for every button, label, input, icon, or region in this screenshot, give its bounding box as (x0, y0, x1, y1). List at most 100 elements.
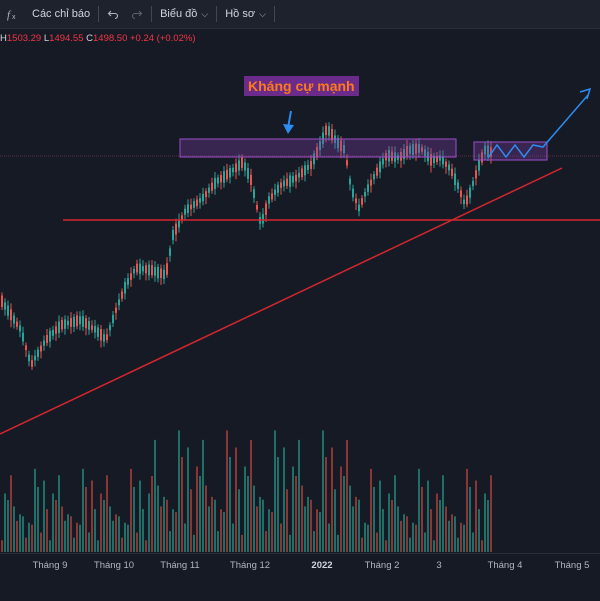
time-axis-label: Tháng 12 (229, 560, 271, 571)
volume-bar (481, 540, 483, 552)
volume-bar (478, 509, 480, 552)
candle-body (325, 125, 327, 136)
volume-bar (37, 487, 39, 552)
volume-bar (136, 532, 138, 552)
candle-body (115, 307, 117, 313)
profile-menu-button[interactable]: Hồ sơ ⌵ (219, 0, 272, 28)
volume-bar (52, 493, 54, 552)
volume-bar (106, 475, 108, 552)
candle-body (109, 325, 111, 331)
volume-bar (358, 499, 360, 552)
candle-body (88, 321, 90, 330)
volume-bar (451, 514, 453, 552)
candle-body (307, 164, 309, 170)
volume-bar (130, 468, 132, 552)
volume-bar (274, 430, 276, 552)
candle-body (349, 178, 351, 185)
volume-bar (40, 532, 42, 552)
candle-body (130, 273, 132, 280)
volume-bar (427, 480, 429, 552)
volume-bar (301, 485, 303, 552)
time-axis-label: 2022 (311, 560, 333, 571)
volume-bar (406, 516, 408, 552)
volume-bar (178, 430, 180, 552)
candle-body (367, 184, 369, 192)
candle-body (340, 140, 342, 152)
resistance-zone[interactable] (179, 138, 457, 158)
volume-bar (112, 520, 114, 552)
volume-bar (22, 516, 24, 552)
candle-body (391, 151, 393, 161)
volume-bar (322, 430, 324, 552)
volume-bar (214, 499, 216, 552)
volume-bar (70, 516, 72, 552)
volume-bar (364, 522, 366, 552)
candle-body (298, 172, 300, 178)
volume-bar (463, 524, 465, 552)
volume-bar (439, 500, 441, 552)
candle-body (232, 167, 234, 173)
volume-bar (220, 509, 222, 552)
volume-bar (283, 447, 285, 552)
candle-body (22, 332, 24, 342)
candle-body (253, 189, 255, 198)
undo-icon[interactable] (101, 0, 125, 28)
volume-bar (421, 487, 423, 552)
candle-body (220, 175, 222, 183)
resistance-note[interactable]: Kháng cự mạnh (244, 76, 359, 96)
volume-bar (115, 514, 117, 552)
indicators-label: Các chỉ báo (32, 8, 91, 20)
candle-body (31, 360, 33, 367)
price-chart-canvas[interactable] (0, 0, 600, 553)
candle-body (16, 321, 18, 327)
candle-body (46, 335, 48, 343)
volume-bar (145, 540, 147, 552)
volume-bar (166, 499, 168, 552)
candle-body (283, 180, 285, 187)
candle-body (454, 173, 456, 185)
candle-body (163, 269, 165, 280)
candle-body (442, 156, 444, 165)
uptrend-line[interactable] (0, 167, 563, 435)
volume-bar (343, 476, 345, 552)
volume-bar (346, 439, 348, 552)
redo-icon[interactable] (125, 0, 149, 28)
volume-bar (292, 466, 294, 552)
indicators-button[interactable]: Các chỉ báo (26, 0, 96, 28)
candle-body (1, 295, 3, 307)
candle-body (292, 176, 294, 183)
volume-bar (175, 512, 177, 552)
volume-bar (187, 447, 189, 552)
candle-body (409, 145, 411, 154)
candle-body (415, 143, 417, 154)
projection-path[interactable] (487, 94, 589, 159)
volume-bar (433, 540, 435, 552)
candle-body (13, 315, 15, 324)
candle-body (418, 144, 420, 153)
volume-bar (361, 537, 363, 552)
volume-bar (259, 496, 261, 552)
svg-text:f: f (7, 9, 12, 21)
candle-body (148, 264, 150, 276)
candle-body (463, 199, 465, 205)
volume-bar (4, 493, 6, 552)
volume-bar (190, 489, 192, 552)
volume-bar (34, 468, 36, 552)
volume-bar (376, 532, 378, 552)
candle-body (271, 193, 273, 200)
volume-bar (124, 522, 126, 552)
volume-bar (196, 466, 198, 552)
volume-bar (28, 522, 30, 552)
volume-bar (160, 506, 162, 552)
candle-body (310, 161, 312, 169)
chart-menu-button[interactable]: Biểu đồ ⌵ (154, 0, 214, 28)
volume-bar (1, 540, 3, 552)
candle-body (289, 175, 291, 187)
time-axis[interactable]: Tháng 9 Tháng 10 Tháng 11 Tháng 12 2022 Tháng… (0, 553, 600, 601)
candle-body (247, 168, 249, 179)
volume-bar (253, 485, 255, 552)
candle-body (100, 329, 102, 341)
candle-body (127, 278, 129, 285)
